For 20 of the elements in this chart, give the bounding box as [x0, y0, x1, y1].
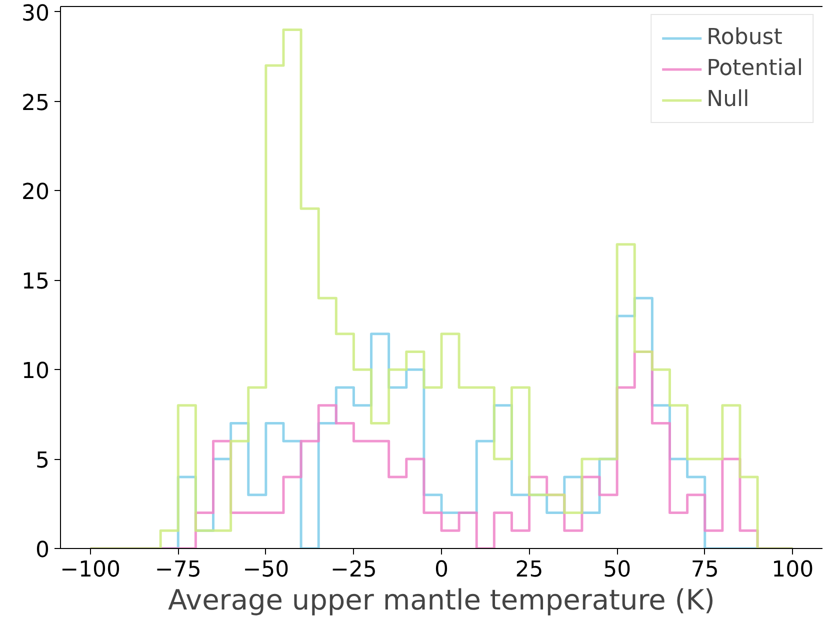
x-tick-label: −50: [242, 558, 290, 582]
y-tick-label: 5: [36, 448, 50, 474]
x-tick-label: 75: [690, 558, 719, 582]
x-tick-label: 0: [434, 558, 448, 582]
x-axis-title: Average upper mantle temperature (K): [168, 584, 715, 616]
x-tick-label: 100: [772, 558, 814, 582]
y-tick-label: 20: [22, 180, 50, 206]
legend-label: Robust: [706, 25, 782, 50]
y-tick-label: 30: [22, 1, 50, 26]
legend-label: Potential: [706, 56, 803, 81]
legend-label: Null: [706, 87, 750, 112]
y-tick-label: 0: [36, 538, 50, 563]
y-tick-label: 10: [22, 359, 50, 384]
x-tick-label: −25: [330, 558, 377, 582]
y-tick-label: 25: [22, 90, 50, 116]
x-tick-label: −75: [154, 558, 202, 582]
y-tick-label: 15: [22, 270, 50, 295]
x-tick-label: −100: [60, 558, 121, 582]
x-tick-label: 25: [515, 558, 544, 582]
x-tick-label: 50: [603, 558, 632, 582]
